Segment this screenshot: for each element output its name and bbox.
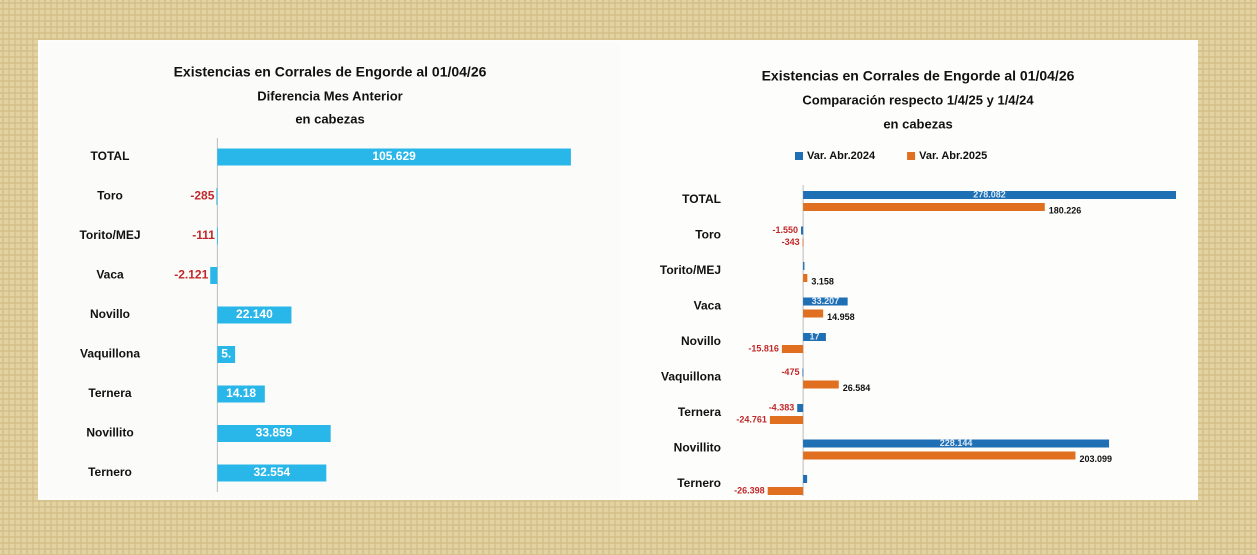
chart-subtitle: en cabezas [883,116,952,131]
category-label: Novillo [90,307,130,321]
value-label: 228.144 [940,438,973,448]
value-label: 26.584 [843,383,871,393]
value-label: 14.958 [827,312,855,322]
category-label: Toro [695,228,721,242]
value-label: 203.099 [1079,454,1112,464]
left-panel [40,42,620,498]
value-label: 33.207 [812,296,840,306]
legend-swatch [907,152,916,160]
bar [217,385,265,403]
bar [217,425,331,442]
legend-swatch [795,152,803,160]
value-label: 5. [221,347,231,361]
bar [803,475,808,483]
bar [803,451,1076,460]
value-label: -343 [782,237,800,247]
bar [797,404,804,412]
bar [216,227,218,245]
category-label: Vaquillona [661,370,721,384]
value-label: -285 [190,189,214,203]
value-label: 14.18 [226,386,256,400]
value-label: 278.082 [973,189,1006,199]
value-label: -24.761 [736,414,767,424]
value-label: -475 [781,367,799,377]
bar [769,416,804,424]
value-label: -26.398 [734,485,765,495]
value-label: 32.554 [253,465,290,479]
bar [803,297,848,306]
chart-title: Existencias en Corrales de Engorde al 01… [762,68,1075,84]
category-label: Ternero [677,476,721,490]
category-label: Vaquillona [80,347,140,361]
bar [210,267,218,284]
bar [803,439,1110,448]
value-label: 17 [809,331,819,341]
category-label: Toro [97,189,123,203]
bar [801,226,804,235]
category-label: Ternera [678,405,721,419]
value-label: -4.383 [769,402,795,412]
bar [802,368,804,377]
bar [803,333,826,341]
category-label: Novillito [86,426,133,440]
category-label: Vaca [694,299,722,313]
bar [217,346,236,363]
bar [217,464,327,482]
bar [803,380,839,389]
category-label: Novillito [674,441,721,455]
category-label: TOTAL [91,149,130,163]
chart-subtitle: Diferencia Mes Anterior [257,88,402,103]
value-label: 105.629 [372,149,416,163]
bar [217,306,292,324]
bar [803,309,824,318]
category-label: Torito/MEJ [660,263,721,277]
value-label: 22.140 [236,307,273,321]
bar [217,148,571,166]
chart-title: Existencias en Corrales de Engorde al 01… [174,64,487,80]
bar [803,191,1177,199]
chart-subtitle: en cabezas [295,111,364,126]
category-label: Vaca [96,268,124,282]
value-label: -1.550 [772,225,798,235]
bar [767,487,804,495]
category-label: Torito/MEJ [79,228,140,242]
category-label: Novillo [681,334,721,348]
legend-label: Var. Abr.2024 [807,150,876,162]
category-label: Ternero [88,465,132,479]
bar [781,345,804,353]
value-label: 33.859 [256,426,293,440]
bar [802,238,804,247]
chart-subtitle: Comparación respecto 1/4/25 y 1/4/24 [802,92,1034,107]
value-label: 3.158 [811,276,834,286]
value-label: -111 [192,228,215,242]
legend-label: Var. Abr.2025 [919,150,987,162]
bar [216,188,218,205]
value-label: -15.816 [748,343,779,353]
bar [803,203,1045,211]
value-label: 180.226 [1049,205,1082,215]
category-label: TOTAL [682,192,721,206]
bar [803,274,808,282]
category-label: Ternera [88,386,131,400]
bar [803,262,805,270]
value-label: -2.121 [174,268,208,282]
